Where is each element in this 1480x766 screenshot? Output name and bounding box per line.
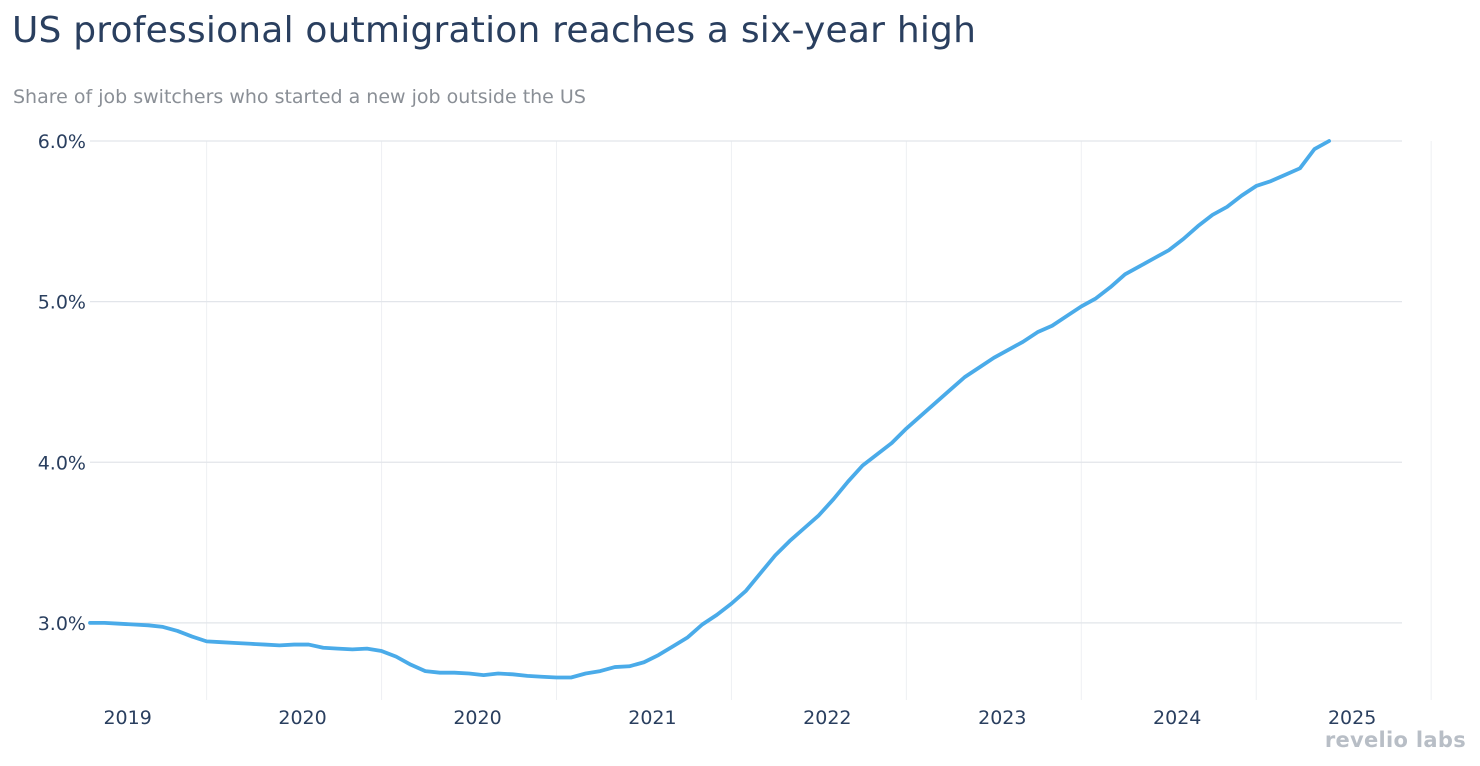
y-tick-label: 5.0% — [38, 292, 86, 314]
x-tick-label: 2023 — [978, 707, 1026, 729]
y-tick-label: 3.0% — [38, 613, 86, 635]
series-line — [88, 139, 1332, 680]
x-tick-label: 2020 — [453, 707, 501, 729]
y-tick-label: 4.0% — [38, 452, 86, 474]
x-tick-label: 2021 — [628, 707, 676, 729]
x-tick-label: 2020 — [278, 707, 326, 729]
y-tick-label: 6.0% — [38, 131, 86, 153]
gridlines — [90, 140, 1432, 700]
revelio-labs-logo: revelio labs — [1324, 728, 1466, 752]
chart-title: US professional outmigration reaches a s… — [12, 10, 977, 51]
x-tick-label: 2025 — [1328, 707, 1376, 729]
x-tick-label: 2024 — [1153, 707, 1201, 729]
chart-subtitle: Share of job switchers who started a new… — [13, 86, 586, 108]
axes: 2019 2020 2020 2021 2022 2023 2024 2025 3.0% 4.0%… — [38, 131, 1377, 729]
x-tick-label: 2019 — [103, 707, 151, 729]
series — [88, 139, 1332, 680]
x-tick-label: 2022 — [803, 707, 851, 729]
